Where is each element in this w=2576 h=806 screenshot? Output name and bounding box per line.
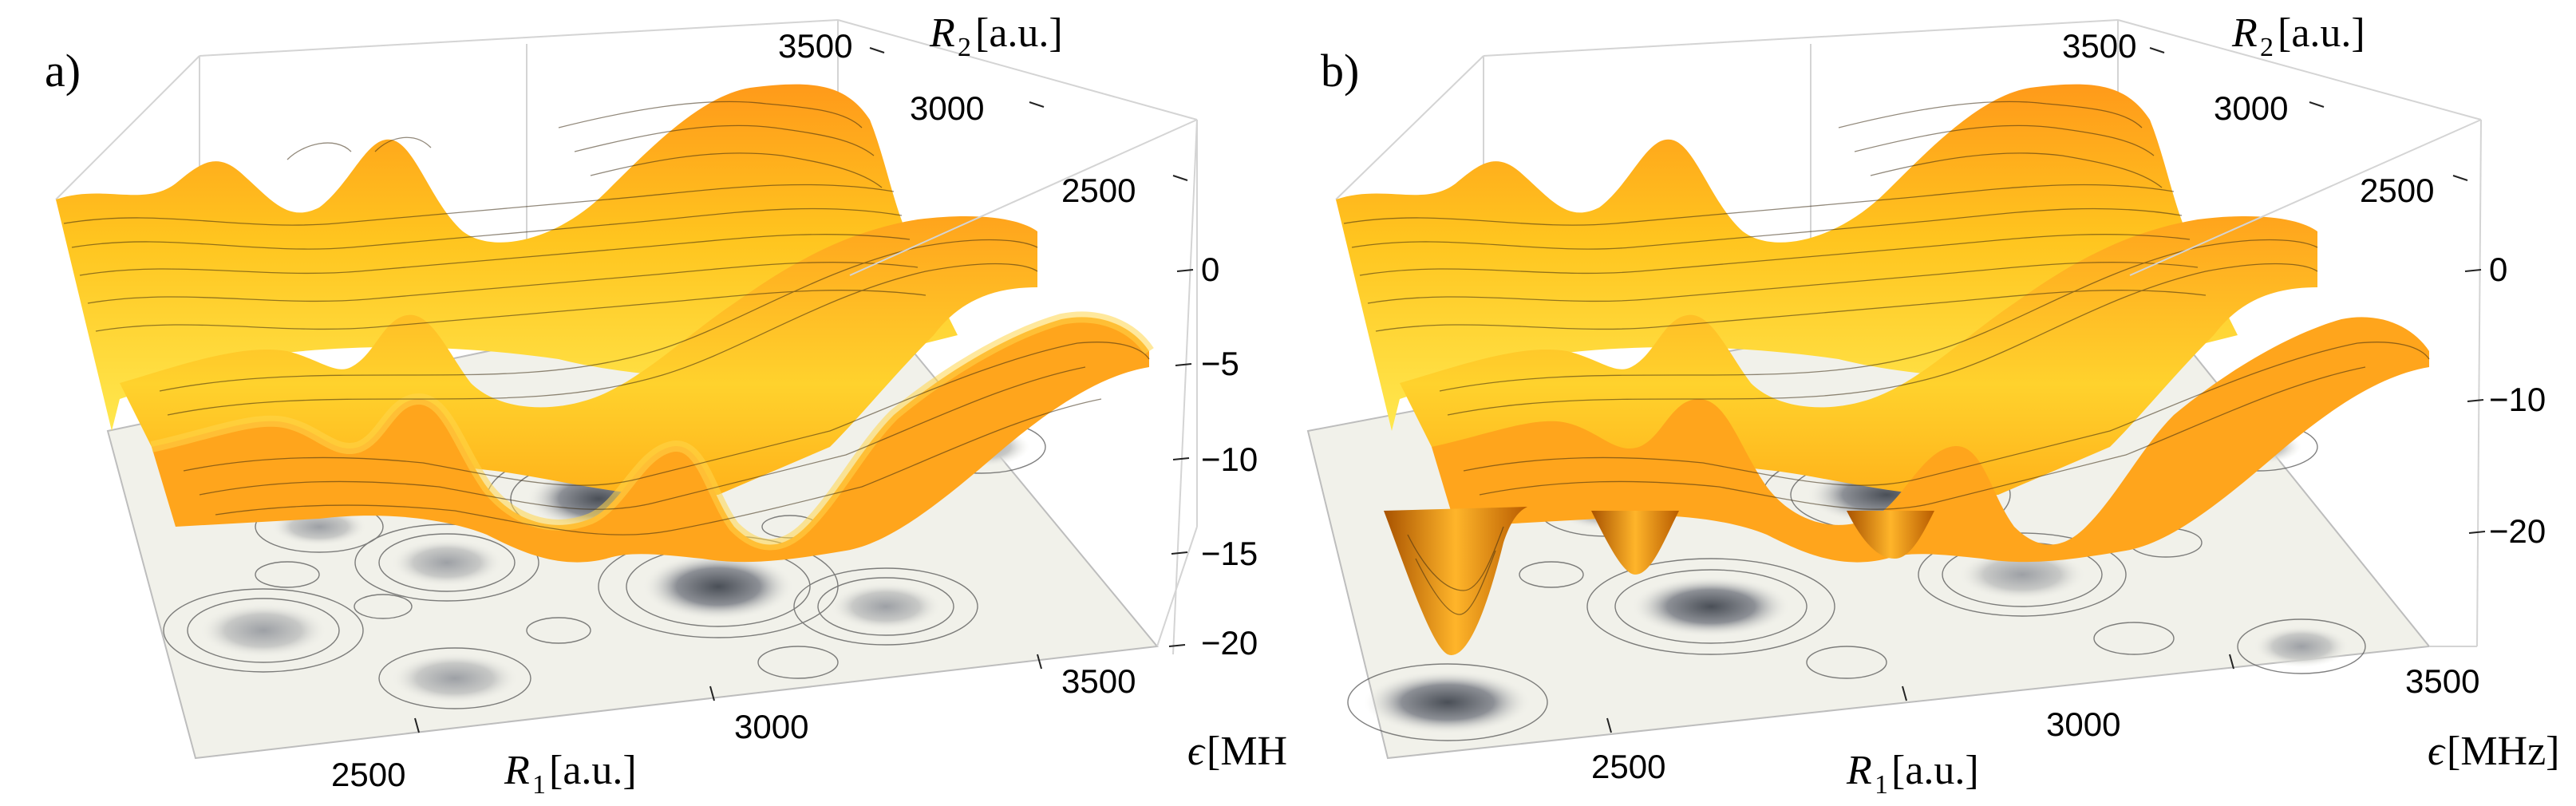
r2-axis-label: R 2 [a.u.] <box>2231 10 2365 62</box>
svg-text:[a.u.]: [a.u.] <box>549 748 637 793</box>
axis-ticks <box>1606 47 2486 733</box>
svg-text:[a.u.]: [a.u.] <box>1891 748 1979 793</box>
svg-text:[MHz]: [MHz] <box>1207 729 1288 774</box>
energy-surface <box>1336 84 2430 655</box>
r1-tick-label: 3000 <box>734 708 808 745</box>
r2-tick-label: 2500 <box>2360 172 2434 209</box>
bounding-box-front <box>849 119 1198 647</box>
r1-tick-label: 2500 <box>331 756 405 793</box>
svg-text:[a.u.]: [a.u.] <box>975 10 1063 56</box>
eps-tick-label: 0 <box>2489 251 2507 288</box>
svg-text:R: R <box>929 10 955 56</box>
r2-tick-label: 3500 <box>778 27 852 65</box>
r2-tick-label: 3000 <box>910 89 984 127</box>
svg-text:ϵ: ϵ <box>2428 729 2446 774</box>
eps-axis-label: ϵ [MHz] <box>1187 729 1288 774</box>
svg-text:ϵ: ϵ <box>1187 729 1206 774</box>
eps-tick-label: −20 <box>1201 624 1258 662</box>
r1-tick-label: 3500 <box>1061 662 1136 700</box>
svg-text:2: 2 <box>958 33 971 62</box>
eps-axis-label: ϵ [MHz] <box>2428 729 2560 774</box>
axis-ticks <box>414 47 1194 733</box>
energy-surface <box>56 84 1154 563</box>
r2-tick-label: 3500 <box>2062 27 2136 65</box>
svg-text:1: 1 <box>532 770 546 800</box>
panel-label: b) <box>1321 45 1359 97</box>
eps-tick-label: −10 <box>2489 381 2546 418</box>
svg-text:2: 2 <box>2260 33 2274 62</box>
r1-axis-label: R 1 [a.u.] <box>1846 748 1979 800</box>
svg-text:1: 1 <box>1875 770 1888 800</box>
bounding-box-front <box>2129 119 2482 647</box>
eps-tick-label: 0 <box>1201 251 1219 288</box>
panel-b: b) R 2 [a.u.] 3500 3000 2500 0 −10 −20 2… <box>1288 0 2576 806</box>
r2-axis-label: R 2 [a.u.] <box>929 10 1063 62</box>
r1-tick-label: 2500 <box>1591 748 1665 785</box>
eps-tick-label: −20 <box>2489 512 2546 550</box>
r1-tick-label: 3000 <box>2046 705 2120 743</box>
svg-text:R: R <box>1846 748 1872 793</box>
panel-label: a) <box>45 45 81 97</box>
svg-text:R: R <box>2231 10 2258 56</box>
r2-tick-label: 3000 <box>2214 89 2288 127</box>
r1-axis-label: R 1 [a.u.] <box>504 748 637 800</box>
eps-tick-label: −10 <box>1201 441 1258 478</box>
r2-tick-label: 2500 <box>1061 172 1136 209</box>
r1-tick-label: 3500 <box>2405 662 2479 700</box>
panel-a-plot: a) R 2 [a.u.] 3500 3000 2500 0 −5 −10 −1… <box>45 10 1288 800</box>
svg-text:[a.u.]: [a.u.] <box>2278 10 2365 56</box>
svg-text:R: R <box>504 748 530 793</box>
eps-tick-label: −15 <box>1201 535 1258 572</box>
panel-a: a) R 2 [a.u.] 3500 3000 2500 0 −5 −10 −1… <box>45 10 1288 800</box>
svg-text:[MHz]: [MHz] <box>2447 729 2560 774</box>
eps-tick-label: −5 <box>1201 345 1239 382</box>
panel-b-plot: b) R 2 [a.u.] 3500 3000 2500 0 −10 −20 2… <box>1306 10 2560 800</box>
